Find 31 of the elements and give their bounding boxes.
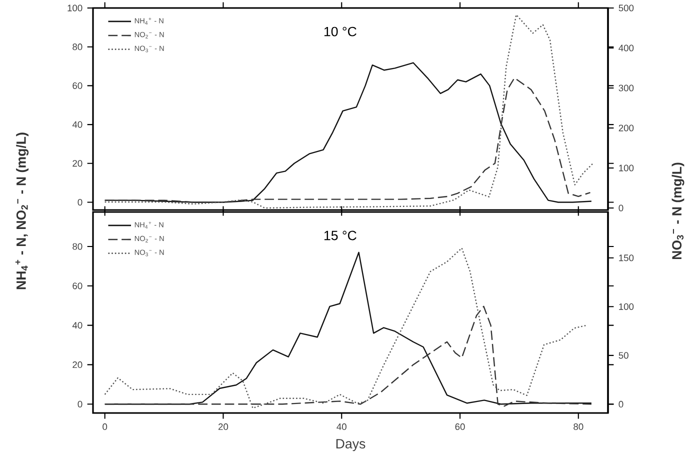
y-tick-label: 80 xyxy=(72,243,82,250)
y-tick-label: 60 xyxy=(72,282,82,290)
y-tick-label: 0 xyxy=(78,400,82,408)
x-tick-label: 0 xyxy=(102,423,108,430)
y-tick-label: 0 xyxy=(78,198,82,206)
y2-tick-label: 150 xyxy=(619,254,634,262)
y-tick-label: 40 xyxy=(72,322,82,329)
y2-tick-label: 0 xyxy=(618,204,624,212)
y-tick-label: 80 xyxy=(72,44,82,50)
x-tick-label: 60 xyxy=(455,423,465,430)
y-axis-title: NH$_{4}$$^{+}$ - N, NO$_{2}$$^{−}$ - N (mg/L) xyxy=(15,132,29,290)
annotation: 10 °C xyxy=(324,26,356,36)
x-tick-label: 40 xyxy=(336,423,346,430)
x-tick-label: 80 xyxy=(574,423,584,430)
y2-axis-title: NO$_{3}$$^{−}$ - N (mg/L) xyxy=(672,162,684,260)
x-axis-title: Days xyxy=(336,439,366,452)
y-tick-label: 60 xyxy=(72,82,82,89)
y2-tick-label: 500 xyxy=(618,4,634,12)
y2-tick-label: 0 xyxy=(618,400,624,408)
y2-tick-label: 300 xyxy=(618,84,634,92)
y2-tick-label: 200 xyxy=(618,124,634,132)
y2-tick-label: 100 xyxy=(619,303,634,310)
annotation: 15 °C xyxy=(324,230,356,240)
y2-tick-label: 100 xyxy=(619,164,634,172)
y-tick-label: 20 xyxy=(72,361,82,368)
y2-tick-label: 50 xyxy=(618,352,628,359)
y2-tick-label: 400 xyxy=(618,44,634,52)
y-tick-label: 20 xyxy=(72,160,82,167)
x-tick-label: 20 xyxy=(218,423,228,430)
y-tick-label: 100 xyxy=(68,4,82,12)
y-tick-label: 40 xyxy=(72,121,82,128)
